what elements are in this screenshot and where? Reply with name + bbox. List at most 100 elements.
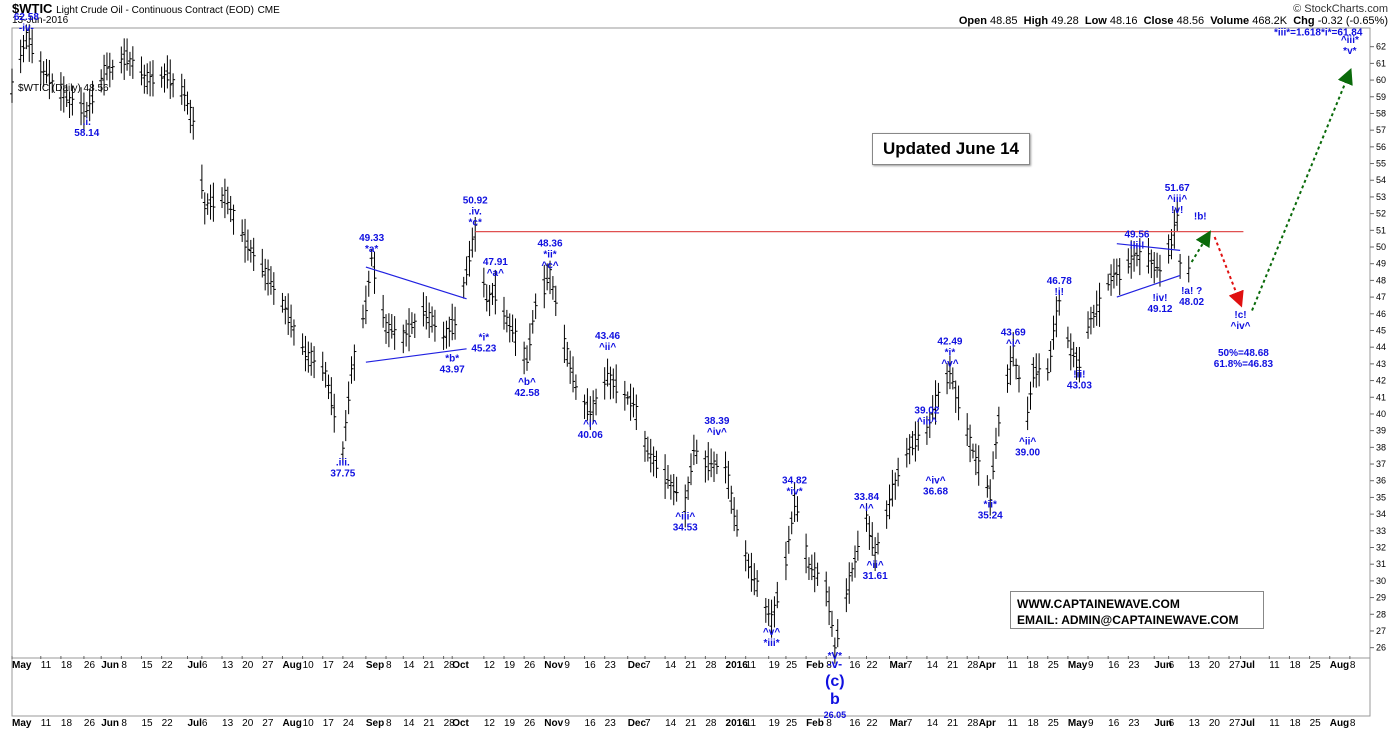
x-tick-label: 28 [967, 660, 979, 671]
y-tick-label: 61 [1376, 58, 1386, 68]
ohlc-bar [732, 497, 737, 532]
ohlc-bar [243, 218, 248, 263]
ohlc-bar [1011, 332, 1016, 367]
ohlc-bar [87, 88, 92, 122]
y-tick-label: 31 [1376, 559, 1386, 569]
wave-label: 45.23 [471, 344, 496, 355]
x-tick-label: 18 [1028, 660, 1040, 671]
ohlc-bar [947, 355, 952, 390]
ohlc-bar [220, 187, 225, 209]
x-tick-label-lower: 26 [524, 718, 536, 729]
x-tick-label: 9 [564, 660, 570, 671]
x-tick-label-lower: 28 [705, 718, 717, 729]
wave-label: 42.49 [937, 336, 962, 347]
ohlc-bar [631, 387, 636, 418]
wave-label: *ii* [543, 249, 556, 260]
ohlc-bar [104, 52, 109, 81]
ohlc-bar [271, 272, 276, 305]
ohlc-bar [280, 292, 285, 313]
ohlc-bar [412, 313, 417, 338]
email-address[interactable]: EMAIL: ADMIN@CAPTAINEWAVE.COM [1017, 613, 1239, 627]
ohlc-bar [671, 474, 676, 506]
x-tick-label: 8 [121, 660, 127, 671]
ohlc-bar [976, 445, 981, 486]
x-tick-label-lower: Nov [544, 718, 563, 729]
site-url[interactable]: WWW.CAPTAINEWAVE.COM [1017, 597, 1180, 611]
ohlc-bar [945, 363, 950, 395]
ohlc-bar [991, 451, 996, 480]
x-tick-label: Nov [544, 660, 563, 671]
ohlc-bar [61, 76, 66, 113]
wave-label: 51.67 [1165, 183, 1190, 194]
x-tick-label: Feb [806, 660, 824, 671]
x-tick-label: Sep [366, 660, 384, 671]
x-tick-label: 26 [524, 660, 536, 671]
ohlc-bar [464, 256, 469, 286]
y-tick-label: 32 [1376, 542, 1386, 552]
ohlc-bar [168, 59, 173, 99]
ohlc-bar [306, 341, 311, 373]
x-tick-label: 16 [1108, 660, 1120, 671]
wave-label: !ii! [1073, 369, 1085, 380]
x-tick-label-lower: May [12, 718, 32, 729]
ohlc-bar [67, 91, 72, 119]
x-tick-label: 20 [242, 660, 254, 671]
stockcharts-brand[interactable]: © StockCharts.com [1293, 3, 1388, 15]
wave-label: 42.58 [514, 388, 539, 399]
x-tick-label-lower: 25 [1310, 718, 1322, 729]
wave-label: *iv* [787, 486, 803, 497]
x-tick-label: 9 [1088, 660, 1094, 671]
ohlc-bar [332, 393, 337, 433]
ohlc-bar [970, 443, 975, 459]
ohlc-bar [130, 46, 135, 79]
x-tick-label: 11 [1269, 660, 1280, 671]
x-tick-label: Jun [1154, 660, 1172, 671]
wave-label: !v! [1171, 205, 1183, 216]
ohlc-bar [1155, 252, 1160, 278]
ohlc-bar [844, 578, 849, 613]
x-tick-label: 28 [444, 660, 456, 671]
x-tick-label: 17 [323, 660, 335, 671]
ohlc-bar [139, 56, 144, 86]
ohlc-bar [504, 309, 509, 333]
wave-label: 37.75 [330, 469, 355, 480]
x-tick-label: 14 [665, 660, 677, 671]
ohlc-bar [122, 38, 127, 80]
ohlc-bar [312, 346, 317, 379]
ohlc-bar [1014, 358, 1019, 380]
contact-box: WWW.CAPTAINEWAVE.COM EMAIL: ADMIN@CAPTAI… [1010, 591, 1264, 629]
wave-label: 35.24 [978, 510, 1003, 521]
x-tick-label: 14 [403, 660, 415, 671]
x-tick-label: 13 [222, 660, 234, 671]
ohlc-bar [372, 251, 377, 294]
wave-label: ^i^ [1006, 338, 1021, 349]
x-tick-label: Dec [628, 660, 647, 671]
ohlc-bar [162, 63, 167, 93]
ohlc-bar [1077, 346, 1082, 383]
ohlc-bar [191, 106, 196, 140]
wave-label: 34.82 [782, 475, 807, 486]
wave-label: *i* [479, 333, 490, 344]
x-tick-label-lower: 14 [665, 718, 677, 729]
ohlc-bar [605, 358, 610, 387]
x-tick-label-lower: 16 [849, 718, 861, 729]
ohlc-bar [50, 73, 55, 93]
wave-label: 49.12 [1147, 304, 1172, 315]
lower-panel-frame [11, 657, 1371, 717]
y-tick-label: 48 [1376, 275, 1386, 285]
ohlc-bar [602, 367, 607, 400]
ohlc-bar [913, 421, 918, 462]
wave-label-major: *V* [828, 651, 843, 662]
ohlc-bar [329, 377, 334, 416]
ohlc-bar [1086, 311, 1091, 339]
ohlc-bar [735, 509, 740, 537]
ohlc-bar [855, 530, 860, 561]
x-tick-label-lower: 24 [343, 718, 355, 729]
x-tick-label: 22 [162, 660, 174, 671]
ohlc-bar [783, 541, 788, 581]
ohlc-bar [694, 439, 699, 464]
ohlc-bar [703, 450, 708, 483]
ohlc-bar [444, 320, 449, 349]
ohlc-bar [1057, 292, 1062, 316]
